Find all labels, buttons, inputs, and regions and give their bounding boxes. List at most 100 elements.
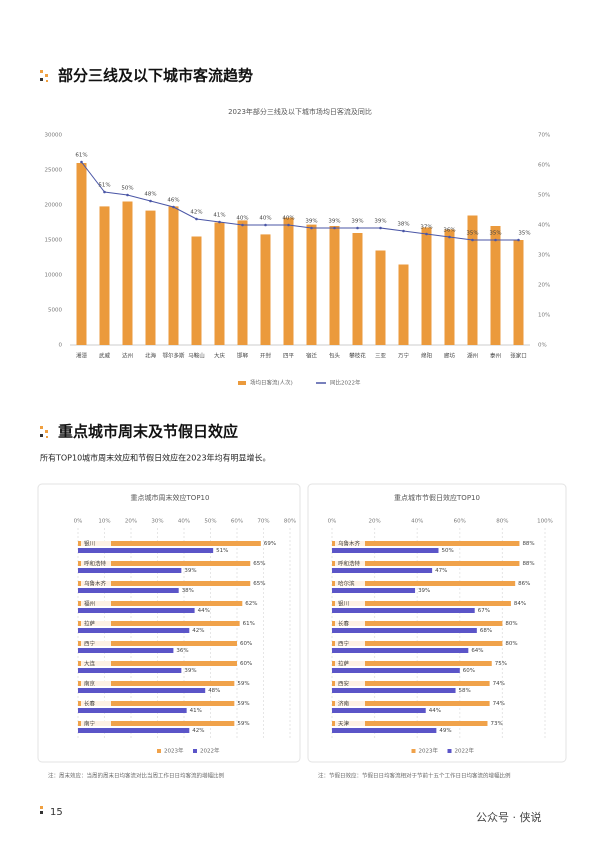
x-tick-label: 马鞍山 — [188, 352, 205, 360]
x-tick-label: 邯郸 — [237, 352, 249, 360]
bar — [490, 226, 501, 345]
value-label: 37% — [420, 225, 432, 231]
value-label: 36% — [176, 648, 188, 654]
category-label: 天津 — [338, 721, 350, 728]
bar — [332, 601, 511, 606]
category-label: 西安 — [338, 680, 350, 688]
bar — [332, 708, 426, 713]
category-label-bg — [81, 540, 111, 548]
bar — [283, 217, 294, 345]
x-tick-label: 宿迁 — [306, 352, 318, 360]
bar — [332, 541, 520, 546]
bar — [332, 728, 437, 733]
value-label: 44% — [429, 708, 441, 714]
value-label: 38% — [397, 222, 409, 228]
value-label: 80% — [505, 641, 517, 647]
bar — [214, 222, 225, 345]
x-tick-label: 70% — [257, 519, 269, 525]
bar — [78, 641, 237, 646]
value-label: 58% — [459, 688, 471, 694]
category-label: 乌鲁木齐 — [338, 540, 361, 548]
bar — [78, 568, 182, 573]
category-label-bg — [335, 680, 365, 688]
value-label: 68% — [480, 628, 492, 634]
bar — [78, 661, 237, 666]
bar — [168, 206, 179, 345]
x-tick-label: 100% — [537, 519, 553, 525]
x-tick-label: 张家口 — [510, 352, 527, 360]
x-tick-label: 廊坊 — [444, 352, 456, 360]
category-label-bg — [335, 720, 365, 728]
value-label: 47% — [435, 568, 447, 574]
bar — [145, 210, 156, 345]
value-label: 88% — [522, 561, 534, 567]
category-label: 南京 — [84, 680, 96, 688]
bar — [78, 541, 261, 546]
value-label: 60% — [240, 641, 252, 647]
category-label: 呼和浩特 — [338, 560, 361, 568]
legend-label: 2023年 — [419, 747, 439, 755]
x-tick-label: 武威 — [99, 352, 111, 360]
y-tick-label: 15000 — [45, 238, 63, 244]
bar — [237, 220, 248, 345]
category-label-bg — [81, 560, 111, 568]
value-label: 42% — [192, 728, 204, 734]
value-label: 51% — [216, 548, 228, 554]
category-label: 长春 — [84, 700, 96, 708]
value-label: 74% — [493, 681, 505, 687]
bar — [467, 215, 478, 345]
x-tick-label: 攀枝花 — [349, 352, 366, 360]
bar — [78, 581, 251, 586]
category-label-bg — [81, 720, 111, 728]
x-tick-label: 达州 — [122, 352, 133, 360]
value-label: 64% — [471, 648, 483, 654]
x-tick-label: 40% — [411, 519, 423, 525]
x-tick-label: 30% — [151, 519, 163, 525]
x-tick-label: 包头 — [329, 352, 341, 360]
x-tick-label: 80% — [284, 519, 296, 525]
value-label: 65% — [253, 561, 265, 567]
value-label: 84% — [514, 601, 526, 607]
bar — [78, 628, 190, 633]
value-label: 39% — [418, 588, 430, 594]
value-label: 42% — [190, 210, 202, 216]
bar — [332, 588, 416, 593]
line-point — [264, 223, 267, 227]
section-heading: 部分三线及以下城市客流趋势 — [58, 67, 253, 85]
bar — [78, 708, 187, 713]
bar — [78, 561, 251, 566]
legend-swatch — [238, 381, 246, 385]
legend-swatch — [411, 749, 416, 753]
value-label: 59% — [237, 681, 249, 687]
y-tick-label: 20000 — [45, 203, 63, 209]
category-label-bg — [81, 600, 111, 608]
bar — [78, 701, 235, 706]
category-label-bg — [81, 700, 111, 708]
value-label: 65% — [253, 581, 265, 587]
y-tick-label: 25000 — [45, 168, 63, 174]
value-label: 75% — [495, 661, 507, 667]
x-tick-label: 10% — [98, 519, 110, 525]
category-label-bg — [81, 640, 111, 648]
page-icon — [40, 811, 43, 814]
bar — [329, 226, 340, 345]
bar — [78, 648, 174, 653]
line-point — [172, 205, 175, 209]
category-label-bg — [335, 700, 365, 708]
value-label: 41% — [213, 213, 225, 219]
y2-tick-label: 50% — [538, 193, 550, 199]
x-tick-label: 50% — [204, 519, 216, 525]
category-label: 拉萨 — [84, 620, 96, 628]
y2-tick-label: 30% — [538, 253, 550, 259]
x-tick-label: 北海 — [145, 352, 157, 360]
bar — [332, 581, 516, 586]
value-label: 35% — [518, 231, 530, 237]
bar — [375, 250, 386, 345]
page-icon — [40, 806, 43, 809]
line-point — [379, 226, 382, 230]
value-label: 44% — [198, 608, 210, 614]
x-tick-label: 四平 — [283, 353, 295, 360]
value-label: 35% — [489, 231, 501, 237]
chart-title: 重点城市周末效应TOP10 — [131, 493, 210, 502]
value-label: 62% — [245, 601, 257, 607]
